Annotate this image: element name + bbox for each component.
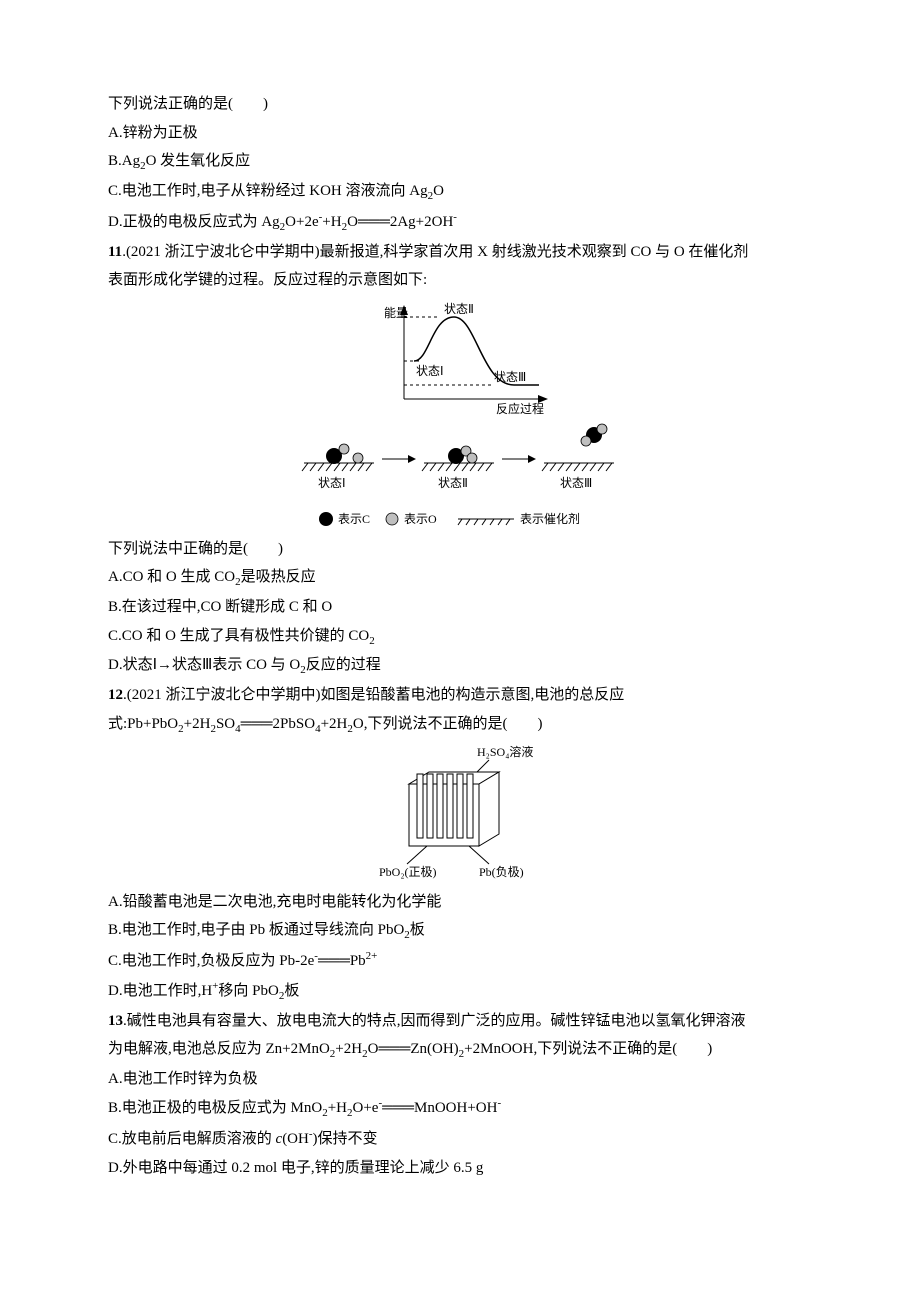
question-number: 13 (108, 1013, 123, 1029)
text: +2MnOOH,下列说法不正确的是( ) (464, 1041, 712, 1057)
text: O,下列说法不正确的是( ) (353, 716, 543, 732)
q11-option-c: C.CO 和 O 生成了具有极性共价键的 CO2 (108, 622, 820, 652)
text: C.电池工作时,负极反应为 Pb-2e (108, 953, 314, 969)
text: D.正极的电极反应式为 Ag (108, 214, 280, 230)
q12-option-a: A.铅酸蓄电池是二次电池,充电时电能转化为化学能 (108, 888, 820, 917)
q13-option-c: C.放电前后电解质溶液的 c(OH-)保持不变 (108, 1124, 820, 1154)
q11-option-a: A.CO 和 O 生成 CO2是吸热反应 (108, 563, 820, 593)
text: C.电池工作时,电子从锌粉经过 KOH 溶液流向 Ag (108, 183, 428, 199)
text: +H (322, 214, 341, 230)
q11-option-b: B.在该过程中,CO 断键形成 C 和 O (108, 593, 820, 622)
y-axis-label: 能量 (384, 306, 408, 320)
text: O (433, 183, 444, 199)
q11-question: 下列说法中正确的是( ) (108, 535, 820, 564)
text: C.放电前后电解质溶液的 (108, 1131, 276, 1147)
text: O+2e (285, 214, 318, 230)
q10-option-c: C.电池工作时,电子从锌粉经过 KOH 溶液流向 Ag2O (108, 177, 820, 207)
text: 反应的过程 (306, 657, 381, 673)
superscript: - (453, 211, 457, 223)
text: )保持不变 (313, 1131, 378, 1147)
state1-label: 状态Ⅰ (318, 476, 346, 490)
x-axis-label: 反应过程 (496, 401, 544, 416)
text: +2H (335, 1041, 362, 1057)
q10-option-d: D.正极的电极反应式为 Ag2O+2e-+H2O═══2Ag+2OH- (108, 207, 820, 238)
state3-label: 状态Ⅲ (494, 370, 526, 384)
text: B.Ag (108, 153, 140, 169)
label-left: PbO₂(正极) (379, 865, 437, 879)
question-number: 11 (108, 244, 122, 260)
text: A.CO 和 O 生成 CO (108, 569, 235, 585)
text: .碱性电池具有容量大、放电电流大的特点,因而得到广泛的应用。碱性锌锰电池以氢氧化… (123, 1013, 746, 1029)
text: .(2021 浙江宁波北仑中学期中)如图是铅酸蓄电池的构造示意图,电池的总反应 (123, 687, 624, 703)
q13-option-d: D.外电路中每通过 0.2 mol 电子,锌的质量理论上减少 6.5 g (108, 1154, 820, 1183)
q12-stem-2: 式:Pb+PbO2+2H2SO4═══2PbSO4+2H2O,下列说法不正确的是… (108, 710, 820, 740)
text: 为电解液,电池总反应为 Zn+2MnO (108, 1041, 330, 1057)
text: C.CO 和 O 生成了具有极性共价键的 CO (108, 628, 369, 644)
text: O (347, 214, 358, 230)
legend-diagram: 表示C 表示O 表示催化剂 (314, 507, 614, 531)
text: O (368, 1041, 379, 1057)
q12-option-d: D.电池工作时,H+移向 PbO2板 (108, 976, 820, 1007)
q10-stem-tail: 下列说法正确的是( ) (108, 90, 820, 119)
text: SO (216, 716, 235, 732)
q12-stem-1: 12.(2021 浙江宁波北仑中学期中)如图是铅酸蓄电池的构造示意图,电池的总反… (108, 681, 820, 710)
text: (OH (282, 1131, 309, 1147)
q11-stem-1: 11.(2021 浙江宁波北仑中学期中)最新报道,科学家首次用 X 射线激光技术… (108, 238, 820, 267)
q13-stem-2: 为电解液,电池总反应为 Zn+2MnO2+2H2O═══Zn(OH)2+2MnO… (108, 1035, 820, 1065)
q13-option-a: A.电池工作时锌为负极 (108, 1065, 820, 1094)
label-top: H₂SO₄溶液 (477, 744, 533, 759)
state2-label: 状态Ⅱ (438, 476, 468, 490)
text: O 发生氧化反应 (146, 153, 251, 169)
superscript: - (497, 1097, 501, 1109)
q10-option-b: B.Ag2O 发生氧化反应 (108, 147, 820, 177)
text: .(2021 浙江宁波北仑中学期中)最新报道,科学家首次用 X 射线激光技术观察… (122, 244, 748, 260)
text: 板 (410, 922, 425, 938)
text: MnOOH+OH (414, 1100, 497, 1116)
text: O+e (352, 1100, 378, 1116)
text: Pb (350, 953, 366, 969)
legend-c: 表示C (338, 512, 370, 526)
lead-acid-battery-diagram: H₂SO₄溶液 PbO₂(正极) Pb(负极) (379, 744, 549, 884)
q12-option-c: C.电池工作时,负极反应为 Pb-2e-═══Pb2+ (108, 946, 820, 976)
text: Zn(OH) (410, 1041, 458, 1057)
text: 式:Pb+PbO (108, 716, 178, 732)
text: 2PbSO (273, 716, 316, 732)
text: B.电池工作时,电子由 Pb 板通过导线流向 PbO (108, 922, 404, 938)
reaction-arrow: ═══ (241, 716, 273, 732)
text: +2H (321, 716, 348, 732)
q11-option-d: D.状态Ⅰ→状态Ⅲ表示 CO 与 O2反应的过程 (108, 651, 820, 681)
q10-option-a: A.锌粉为正极 (108, 119, 820, 148)
q13-stem-1: 13.碱性电池具有容量大、放电电流大的特点,因而得到广泛的应用。碱性锌锰电池以氢… (108, 1007, 820, 1036)
text: +2H (184, 716, 211, 732)
superscript: 2+ (366, 950, 378, 962)
energy-curve-diagram: 能量 反应过程 状态Ⅰ 状态Ⅱ 状态Ⅲ (374, 299, 554, 419)
reaction-arrow: ═══ (318, 953, 350, 969)
text: D.状态Ⅰ→状态Ⅲ表示 CO 与 O (108, 657, 300, 673)
q11-stem-2: 表面形成化学键的过程。反应过程的示意图如下: (108, 266, 820, 295)
legend-catalyst: 表示催化剂 (520, 511, 580, 526)
state2-label: 状态Ⅱ (444, 302, 474, 316)
state1-label: 状态Ⅰ (416, 364, 444, 378)
state3-label: 状态Ⅲ (560, 476, 592, 490)
label-right: Pb(负极) (479, 865, 524, 879)
reaction-arrow: ═══ (358, 214, 390, 230)
text: 2Ag+2OH (390, 214, 453, 230)
subscript: 2 (369, 635, 375, 647)
text: D.电池工作时,H (108, 983, 212, 999)
reaction-arrow: ═══ (378, 1041, 410, 1057)
q13-option-b: B.电池正极的电极反应式为 MnO2+H2O+e-═══MnOOH+OH- (108, 1093, 820, 1124)
text: 移向 PbO (218, 983, 278, 999)
catalyst-states-diagram: 状态Ⅰ 状态Ⅱ 状态Ⅲ (294, 423, 634, 503)
text: 板 (284, 983, 299, 999)
legend-o: 表示O (404, 512, 437, 526)
reaction-arrow: ═══ (382, 1100, 414, 1116)
text: B.电池正极的电极反应式为 MnO (108, 1100, 322, 1116)
question-number: 12 (108, 687, 123, 703)
text: 是吸热反应 (241, 569, 316, 585)
text: +H (328, 1100, 347, 1116)
q12-option-b: B.电池工作时,电子由 Pb 板通过导线流向 PbO2板 (108, 916, 820, 946)
